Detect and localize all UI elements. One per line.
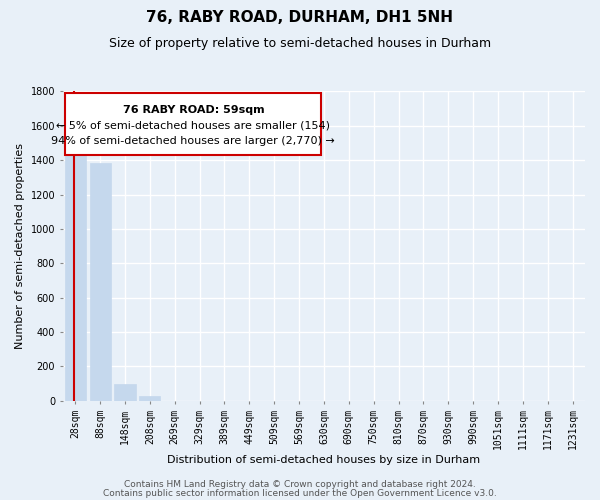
Text: Contains public sector information licensed under the Open Government Licence v3: Contains public sector information licen… [103, 488, 497, 498]
X-axis label: Distribution of semi-detached houses by size in Durham: Distribution of semi-detached houses by … [167, 455, 481, 465]
Bar [89, 163, 110, 400]
Text: 76, RABY ROAD, DURHAM, DH1 5NH: 76, RABY ROAD, DURHAM, DH1 5NH [146, 10, 454, 25]
Text: Size of property relative to semi-detached houses in Durham: Size of property relative to semi-detach… [109, 38, 491, 51]
Bar [115, 384, 136, 400]
Text: 76 RABY ROAD: 59sqm: 76 RABY ROAD: 59sqm [122, 106, 264, 116]
Bar [139, 396, 160, 400]
Text: ← 5% of semi-detached houses are smaller (154): ← 5% of semi-detached houses are smaller… [56, 121, 331, 131]
Text: 94% of semi-detached houses are larger (2,770) →: 94% of semi-detached houses are larger (… [52, 136, 335, 146]
Text: Contains HM Land Registry data © Crown copyright and database right 2024.: Contains HM Land Registry data © Crown c… [124, 480, 476, 489]
FancyBboxPatch shape [65, 93, 321, 155]
Bar [65, 144, 86, 400]
Y-axis label: Number of semi-detached properties: Number of semi-detached properties [15, 143, 25, 349]
